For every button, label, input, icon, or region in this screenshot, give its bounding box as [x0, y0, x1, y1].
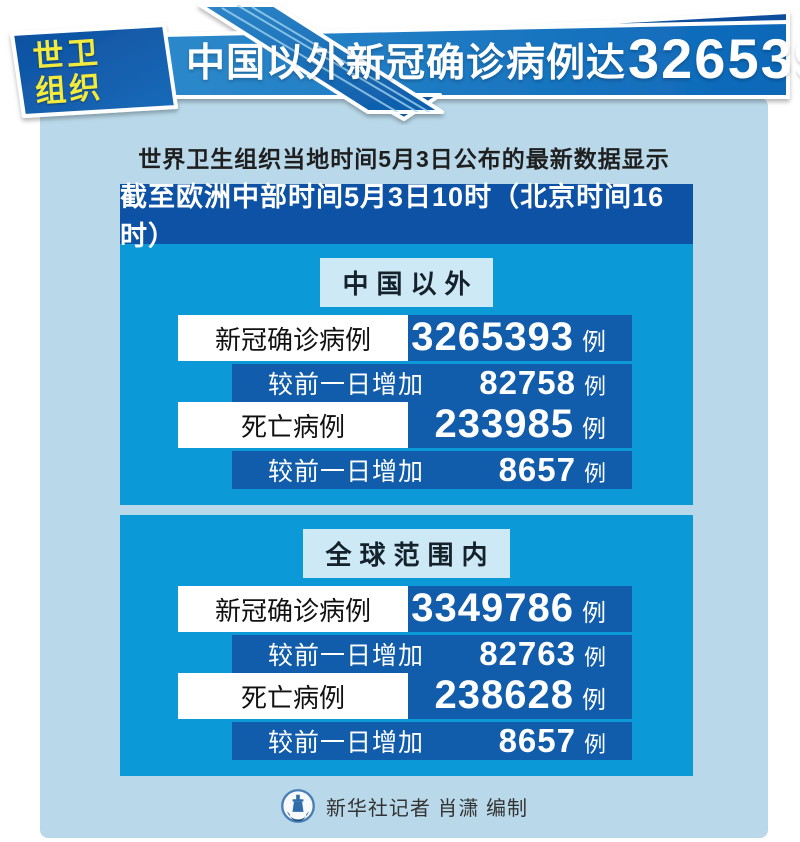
stat-unit: 例: [582, 416, 606, 443]
stat-value: 233985 例: [408, 402, 632, 448]
stat-value: 238628 例: [408, 673, 632, 719]
increase-label: 较前一日增加: [268, 642, 425, 670]
increase-value: 8657 例: [499, 451, 606, 489]
increase-value: 8657 例: [499, 722, 606, 760]
stat-row-confirmed: 新冠确诊病例 3265393 例: [120, 315, 693, 361]
increase-unit: 例: [583, 732, 606, 757]
section-title: 中国以外: [320, 258, 493, 307]
stat-label: 死亡病例: [178, 402, 408, 448]
who-badge-line2: 组织: [34, 69, 105, 110]
who-badge: 世卫 组织: [31, 34, 105, 110]
xinhua-logo-text: XINHUA: [291, 814, 306, 818]
increase-row: 较前一日增加 8657 例: [232, 451, 632, 489]
stat-label: 新冠确诊病例: [178, 586, 408, 632]
panel-global: 全球范围内 新冠确诊病例 3349786 例 较前一日增加 82763 例: [120, 515, 693, 776]
increase-number: 82763: [479, 635, 576, 672]
increase-row: 较前一日增加 82763 例: [232, 635, 632, 673]
increase-label: 较前一日增加: [268, 458, 425, 486]
time-bar: 截至欧洲中部时间5月3日10时（北京时间16时）: [120, 182, 693, 251]
stat-row-confirmed: 新冠确诊病例 3349786 例: [120, 586, 693, 632]
increase-number: 8657: [498, 722, 576, 759]
increase-row: 较前一日增加 8657 例: [232, 722, 632, 760]
stat-unit: 例: [582, 687, 606, 714]
increase-unit: 例: [583, 461, 606, 486]
banner-title-prefix: 中国以外新冠确诊病例达: [186, 42, 627, 85]
increase-number: 82758: [479, 364, 576, 401]
banner-ribbon-graphic: [10, 3, 790, 121]
increase-unit: 例: [583, 374, 606, 399]
increase-value: 82758 例: [479, 364, 606, 402]
banner-title: 中国以外新冠确诊病例达 3265393 例: [186, 24, 800, 96]
intro-text: 世界卫生组织当地时间5月3日公布的最新数据显示: [138, 146, 670, 172]
banner-title-number: 3265393: [628, 26, 800, 90]
increase-unit: 例: [583, 645, 606, 670]
increase-label: 较前一日增加: [268, 371, 425, 399]
increase-row: 较前一日增加 82758 例: [232, 364, 632, 402]
panel-outside-china: 中国以外 新冠确诊病例 3265393 例 较前一日增加 82758 例: [120, 244, 693, 505]
xinhua-logo-icon: XINHUA: [281, 789, 315, 823]
title-banner: 世卫 组织 中国以外新冠确诊病例达 3265393 例: [0, 0, 800, 125]
stat-number: 3349786: [411, 586, 574, 630]
footer: XINHUA 新华社记者 肖潇 编制: [40, 788, 768, 824]
stat-row-deaths: 死亡病例 238628 例: [120, 673, 693, 719]
stat-label: 死亡病例: [178, 673, 408, 719]
increase-number: 8657: [498, 451, 576, 488]
who-badge-line1: 世卫: [31, 34, 102, 75]
increase-label: 较前一日增加: [268, 729, 425, 757]
stat-label: 新冠确诊病例: [178, 315, 408, 361]
stat-number: 238628: [434, 673, 574, 717]
section-title: 全球范围内: [303, 529, 510, 578]
content-container: 世界卫生组织当地时间5月3日公布的最新数据显示 截至欧洲中部时间5月3日10时（…: [40, 98, 768, 838]
stat-number: 233985: [434, 402, 574, 446]
stat-unit: 例: [582, 329, 606, 356]
credit-text: 新华社记者 肖潇 编制: [325, 797, 529, 820]
stat-number: 3265393: [411, 315, 574, 359]
stat-value: 3265393 例: [408, 315, 632, 361]
increase-value: 82763 例: [479, 635, 606, 673]
stat-row-deaths: 死亡病例 233985 例: [120, 402, 693, 448]
stat-unit: 例: [582, 600, 606, 627]
data-board: 截至欧洲中部时间5月3日10时（北京时间16时） 中国以外 新冠确诊病例 326…: [120, 182, 693, 776]
stat-value: 3349786 例: [408, 586, 632, 632]
